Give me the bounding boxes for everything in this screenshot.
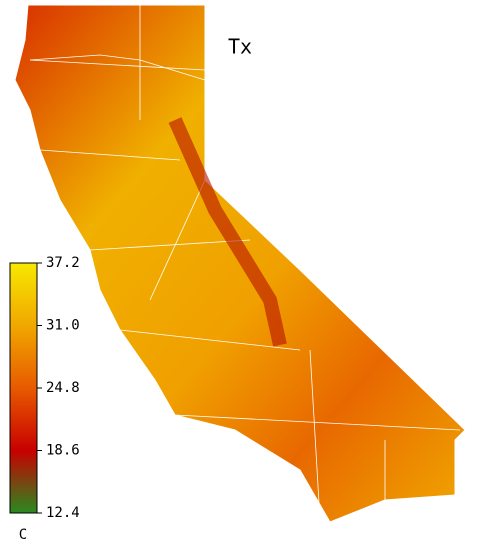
colorbar-tick-label: 12.4 [46, 505, 80, 521]
county-lines [29, 54, 206, 81]
colorbar-ticks: 37.2 31.0 24.8 18.6 12.4 [37, 255, 80, 521]
colorbar-tick-label: 24.8 [46, 380, 80, 396]
colorbar-tick-label: 37.2 [46, 255, 80, 271]
county-lines [29, 5, 461, 521]
colorbar-unit: C [19, 527, 27, 543]
colorbar-tick-label: 18.6 [46, 443, 80, 459]
map-title: Tx [228, 35, 252, 59]
high-elevation-band [168, 117, 287, 347]
colorbar [9, 262, 38, 514]
colorbar-tick-label: 31.0 [46, 318, 80, 334]
